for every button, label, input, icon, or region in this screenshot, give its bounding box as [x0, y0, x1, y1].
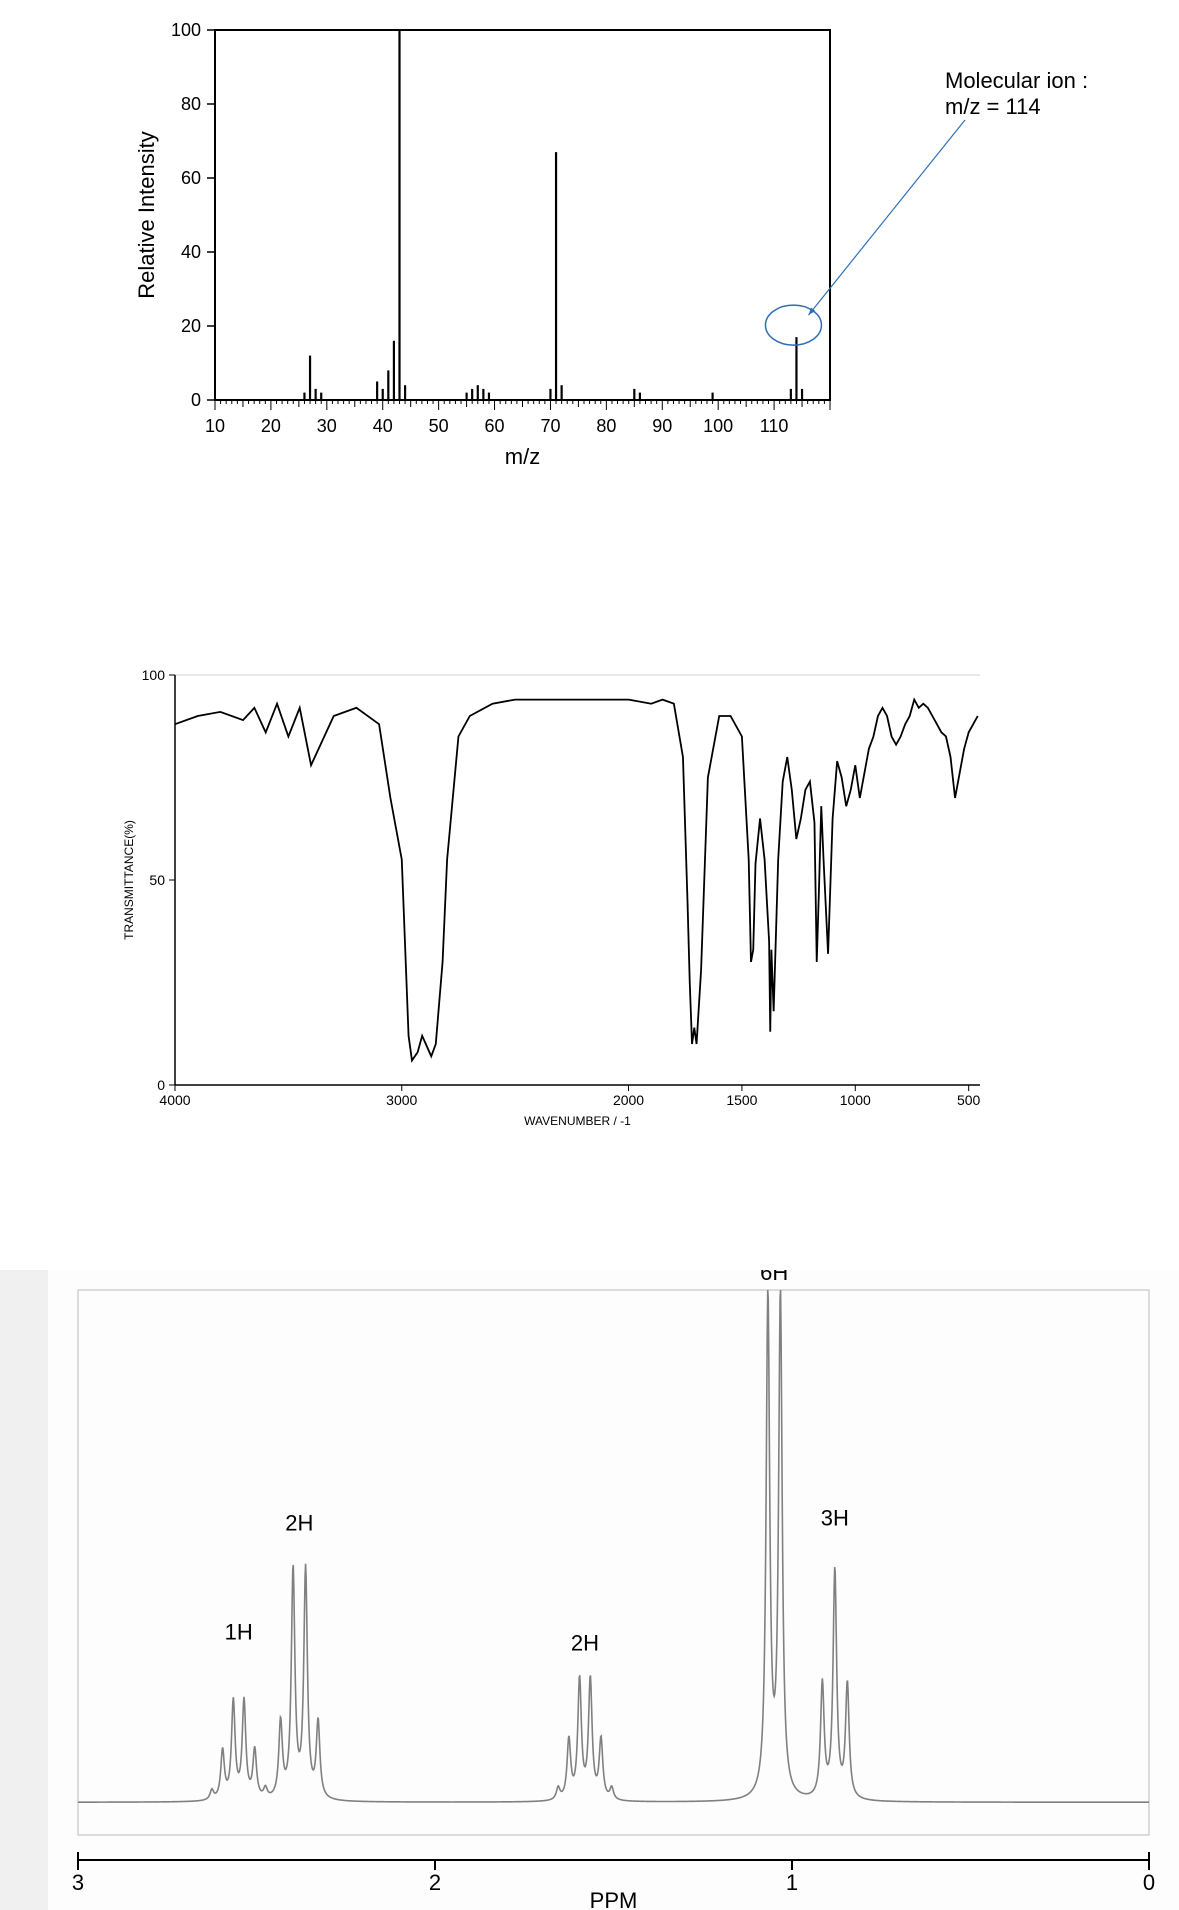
svg-text:1: 1 [786, 1870, 798, 1895]
svg-text:80: 80 [181, 94, 201, 114]
molecular-ion-label-l1: Molecular ion : [945, 68, 1088, 93]
nmr-spectrum-chart: 3 2 1 0 PPM 1H 2H 2H 6H 3H [48, 1270, 1179, 1910]
svg-text:1000: 1000 [840, 1092, 871, 1108]
svg-text:40: 40 [181, 242, 201, 262]
svg-text:500: 500 [957, 1092, 981, 1108]
svg-text:20: 20 [261, 416, 281, 436]
svg-text:3H: 3H [821, 1505, 849, 1530]
svg-text:3: 3 [72, 1870, 84, 1895]
svg-text:0: 0 [157, 1077, 165, 1093]
ir-spectrum-chart: 0 50 100 4000 3000 2000 1500 1000 500 WAVENUMBER … [115, 660, 995, 1130]
svg-text:30: 30 [317, 416, 337, 436]
nmr-left-strip [0, 1270, 48, 1910]
svg-text:PPM: PPM [590, 1888, 638, 1910]
svg-text:6H: 6H [760, 1270, 788, 1285]
svg-text:40: 40 [373, 416, 393, 436]
svg-text:100: 100 [703, 416, 733, 436]
svg-text:2000: 2000 [613, 1092, 644, 1108]
svg-text:80: 80 [596, 416, 616, 436]
molecular-ion-label-l2: m/z = 114 [945, 94, 1041, 119]
svg-text:2H: 2H [571, 1631, 599, 1656]
svg-text:0: 0 [1143, 1870, 1155, 1895]
svg-text:WAVENUMBER / -1: WAVENUMBER / -1 [524, 1114, 631, 1128]
svg-text:4000: 4000 [159, 1092, 190, 1108]
svg-text:60: 60 [181, 168, 201, 188]
svg-text:60: 60 [485, 416, 505, 436]
svg-text:90: 90 [652, 416, 672, 436]
svg-text:70: 70 [540, 416, 560, 436]
molecular-ion-annotation: Molecular ion : m/z = 114 [945, 68, 1165, 120]
svg-text:10: 10 [205, 416, 225, 436]
svg-text:1H: 1H [225, 1620, 253, 1645]
mass-spectrum-chart: 0 20 40 60 80 100 10 20 30 40 50 60 70 80 90 100 110 m/z R… [130, 10, 850, 470]
svg-text:20: 20 [181, 316, 201, 336]
svg-text:0: 0 [191, 390, 201, 410]
svg-text:1500: 1500 [726, 1092, 757, 1108]
svg-text:110: 110 [760, 416, 789, 436]
svg-text:100: 100 [142, 667, 166, 683]
svg-text:Relative Intensity: Relative Intensity [134, 131, 159, 299]
svg-text:3000: 3000 [386, 1092, 417, 1108]
svg-text:100: 100 [171, 20, 201, 40]
svg-text:2: 2 [429, 1870, 441, 1895]
svg-text:TRANSMITTANCE(%): TRANSMITTANCE(%) [122, 820, 136, 940]
svg-text:2H: 2H [285, 1511, 313, 1536]
svg-text:50: 50 [149, 872, 165, 888]
svg-text:m/z: m/z [505, 444, 540, 469]
svg-text:50: 50 [429, 416, 449, 436]
